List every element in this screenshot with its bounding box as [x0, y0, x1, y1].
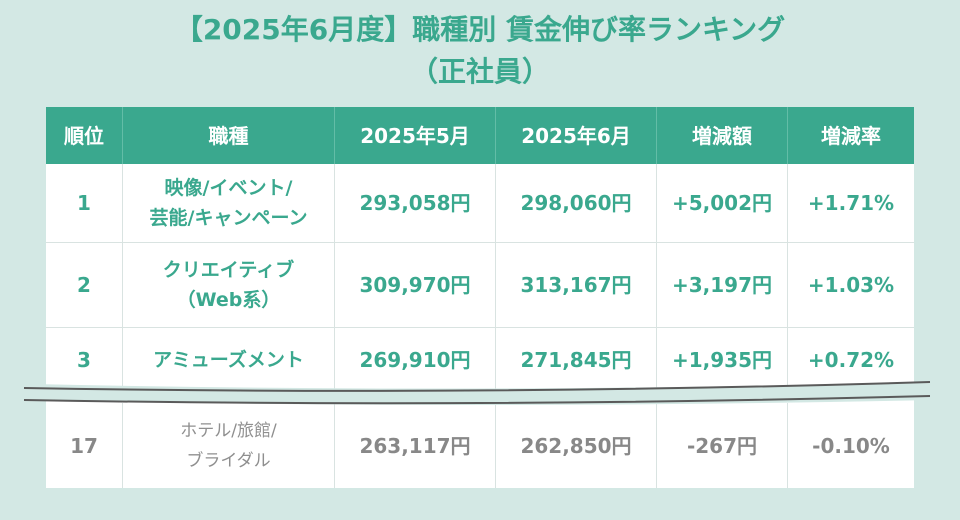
rate-cell: -0.10%	[812, 433, 890, 458]
header-diff: 増減額	[657, 107, 788, 164]
rate-cell: +1.03%	[807, 272, 895, 297]
diff-cell: +1,935円	[657, 327, 788, 393]
may-salary-cell: 293,058円	[335, 164, 496, 242]
job-cell: アミューズメント	[123, 327, 335, 393]
june-salary-cell: 271,845円	[496, 327, 657, 393]
june-salary-cell: 262,850円	[496, 403, 657, 488]
page-title: 【2025年6月度】職種別 賃金伸び率ランキング	[174, 13, 786, 46]
table-break-separator	[0, 381, 960, 405]
may-salary-cell: 263,117円	[335, 403, 496, 488]
header-rate: 増減率	[821, 123, 881, 148]
page-subtitle: （正社員）	[409, 55, 550, 88]
table-row: 3 アミューズメント 269,910円 271,845円 +1,935円 +0.…	[46, 327, 914, 393]
rank-cell: 2	[46, 242, 123, 327]
rate-cell: +0.72%	[807, 348, 895, 372]
diff-cell: -267円	[657, 403, 788, 488]
june-salary-cell: 313,167円	[496, 242, 657, 327]
header-rank: 順位	[46, 107, 123, 164]
diff-cell: +5,002円	[657, 164, 788, 242]
header-may: 2025年5月	[335, 107, 496, 164]
ranking-table: 順位 職種 2025年5月 2025年6月 増減額 増減率 1 映像/イベント/…	[46, 107, 914, 488]
may-salary-cell: 309,970円	[335, 242, 496, 327]
job-cell: 映像/イベント/ 芸能/キャンペーン	[123, 164, 335, 242]
diff-cell: +3,197円	[657, 242, 788, 327]
job-cell: ホテル/旅館/ ブライダル	[123, 403, 335, 488]
table-row: 17 ホテル/旅館/ ブライダル 263,117円 262,850円 -267円…	[46, 403, 914, 488]
rank-cell: 1	[46, 164, 123, 242]
job-cell: クリエイティブ （Web系）	[123, 242, 335, 327]
table-row: 1 映像/イベント/ 芸能/キャンペーン 293,058円 298,060円 +…	[46, 164, 914, 243]
rank-cell: 3	[46, 327, 123, 393]
rank-cell: 17	[46, 403, 123, 488]
table-header-row: 順位 職種 2025年5月 2025年6月 増減額 増減率	[46, 107, 914, 164]
june-salary-cell: 298,060円	[496, 164, 657, 242]
header-june: 2025年6月	[496, 107, 657, 164]
may-salary-cell: 269,910円	[335, 327, 496, 393]
header-job: 職種	[123, 107, 335, 164]
table-row: 2 クリエイティブ （Web系） 309,970円 313,167円 +3,19…	[46, 242, 914, 328]
rate-cell: +1.71%	[807, 191, 895, 215]
